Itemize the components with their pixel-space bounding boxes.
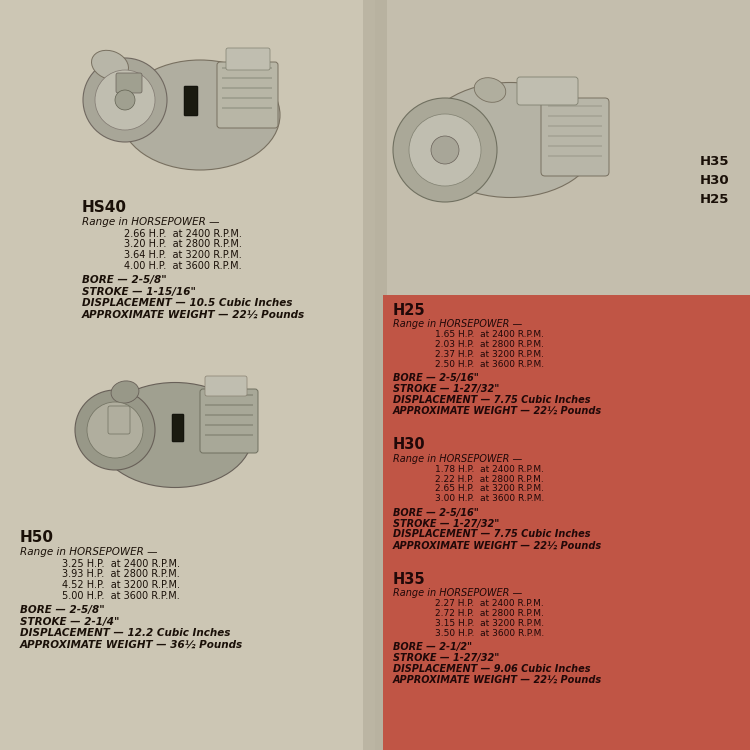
Text: STROKE — 2-1/4": STROKE — 2-1/4" (20, 616, 119, 626)
FancyBboxPatch shape (217, 62, 278, 128)
Text: DISPLACEMENT — 7.75 Cubic Inches: DISPLACEMENT — 7.75 Cubic Inches (393, 395, 590, 405)
Bar (205, 394, 253, 396)
Text: 3.25 H.P.  at 2400 R.P.M.: 3.25 H.P. at 2400 R.P.M. (62, 559, 180, 568)
Text: 3.64 H.P.  at 3200 R.P.M.: 3.64 H.P. at 3200 R.P.M. (124, 250, 242, 260)
Text: 2.50 H.P.  at 3600 R.P.M.: 2.50 H.P. at 3600 R.P.M. (435, 360, 544, 369)
Circle shape (431, 136, 459, 164)
Bar (548, 145, 602, 147)
Text: BORE — 2-1/2": BORE — 2-1/2" (393, 642, 472, 652)
Circle shape (87, 402, 143, 458)
Bar (222, 67, 272, 69)
Circle shape (75, 390, 155, 470)
Bar (0, 0, 375, 750)
Circle shape (409, 114, 481, 186)
Text: 2.66 H.P.  at 2400 R.P.M.: 2.66 H.P. at 2400 R.P.M. (124, 229, 242, 238)
Text: Range in HORSEPOWER —: Range in HORSEPOWER — (20, 547, 158, 557)
FancyBboxPatch shape (226, 48, 270, 70)
Text: STROKE — 1-15/16": STROKE — 1-15/16" (82, 286, 196, 296)
Text: 2.22 H.P.  at 2800 R.P.M.: 2.22 H.P. at 2800 R.P.M. (435, 475, 544, 484)
Text: 3.15 H.P.  at 3200 R.P.M.: 3.15 H.P. at 3200 R.P.M. (435, 619, 544, 628)
Text: 2.27 H.P.  at 2400 R.P.M.: 2.27 H.P. at 2400 R.P.M. (435, 599, 544, 608)
Bar (222, 97, 272, 99)
Ellipse shape (422, 82, 598, 197)
Text: DISPLACEMENT — 9.06 Cubic Inches: DISPLACEMENT — 9.06 Cubic Inches (393, 664, 590, 674)
Text: 5.00 H.P.  at 3600 R.P.M.: 5.00 H.P. at 3600 R.P.M. (62, 591, 180, 601)
Text: H35: H35 (700, 155, 730, 168)
Text: APPROXIMATE WEIGHT — 22½ Pounds: APPROXIMATE WEIGHT — 22½ Pounds (393, 540, 602, 550)
FancyBboxPatch shape (517, 77, 578, 105)
Bar (548, 115, 602, 117)
Bar (548, 105, 602, 107)
Text: DISPLACEMENT — 12.2 Cubic Inches: DISPLACEMENT — 12.2 Cubic Inches (20, 628, 230, 638)
Bar (548, 125, 602, 127)
Text: H50: H50 (20, 530, 54, 545)
Bar (205, 424, 253, 426)
Text: 1.78 H.P.  at 2400 R.P.M.: 1.78 H.P. at 2400 R.P.M. (435, 464, 544, 473)
FancyBboxPatch shape (116, 73, 142, 93)
Ellipse shape (92, 50, 128, 80)
Text: 3.00 H.P.  at 3600 R.P.M.: 3.00 H.P. at 3600 R.P.M. (435, 494, 544, 503)
Text: H30: H30 (393, 437, 426, 452)
Text: Range in HORSEPOWER —: Range in HORSEPOWER — (393, 588, 522, 598)
Ellipse shape (98, 382, 253, 488)
Text: APPROXIMATE WEIGHT — 22½ Pounds: APPROXIMATE WEIGHT — 22½ Pounds (393, 675, 602, 685)
FancyBboxPatch shape (108, 406, 130, 434)
FancyBboxPatch shape (205, 376, 247, 396)
Text: H25: H25 (393, 303, 426, 318)
Bar (205, 404, 253, 406)
Text: BORE — 2-5/8": BORE — 2-5/8" (82, 275, 166, 285)
Text: 2.65 H.P.  at 3200 R.P.M.: 2.65 H.P. at 3200 R.P.M. (435, 484, 544, 494)
Ellipse shape (111, 381, 139, 403)
FancyBboxPatch shape (172, 414, 184, 442)
Text: 4.00 H.P.  at 3600 R.P.M.: 4.00 H.P. at 3600 R.P.M. (124, 261, 242, 271)
Text: H30: H30 (700, 174, 730, 187)
Text: 2.03 H.P.  at 2800 R.P.M.: 2.03 H.P. at 2800 R.P.M. (435, 340, 544, 349)
Bar (205, 414, 253, 416)
Bar (363, 0, 387, 750)
Ellipse shape (120, 60, 280, 170)
Bar (222, 77, 272, 79)
Text: 2.72 H.P.  at 2800 R.P.M.: 2.72 H.P. at 2800 R.P.M. (435, 609, 544, 618)
Text: 3.93 H.P.  at 2800 R.P.M.: 3.93 H.P. at 2800 R.P.M. (62, 569, 180, 580)
Text: 1.65 H.P.  at 2400 R.P.M.: 1.65 H.P. at 2400 R.P.M. (435, 330, 544, 339)
Bar (548, 155, 602, 157)
Text: STROKE — 1-27/32": STROKE — 1-27/32" (393, 518, 500, 529)
Text: Range in HORSEPOWER —: Range in HORSEPOWER — (393, 320, 522, 329)
Circle shape (115, 90, 135, 110)
Text: BORE — 2-5/16": BORE — 2-5/16" (393, 374, 478, 383)
Circle shape (83, 58, 167, 142)
Text: H35: H35 (393, 572, 426, 587)
Bar (222, 87, 272, 89)
Text: H25: H25 (700, 193, 729, 206)
FancyBboxPatch shape (200, 389, 258, 453)
Bar (383, 295, 750, 750)
Text: APPROXIMATE WEIGHT — 22½ Pounds: APPROXIMATE WEIGHT — 22½ Pounds (393, 406, 602, 416)
Bar (205, 434, 253, 436)
Text: BORE — 2-5/16": BORE — 2-5/16" (393, 508, 478, 518)
Ellipse shape (474, 78, 506, 102)
Text: DISPLACEMENT — 10.5 Cubic Inches: DISPLACEMENT — 10.5 Cubic Inches (82, 298, 292, 308)
Text: Range in HORSEPOWER —: Range in HORSEPOWER — (393, 454, 522, 464)
FancyBboxPatch shape (184, 86, 198, 116)
Text: 2.37 H.P.  at 3200 R.P.M.: 2.37 H.P. at 3200 R.P.M. (435, 350, 544, 359)
Circle shape (393, 98, 497, 202)
Text: APPROXIMATE WEIGHT — 36½ Pounds: APPROXIMATE WEIGHT — 36½ Pounds (20, 640, 243, 650)
Bar (222, 107, 272, 109)
Text: DISPLACEMENT — 7.75 Cubic Inches: DISPLACEMENT — 7.75 Cubic Inches (393, 530, 590, 539)
Text: 3.20 H.P.  at 2800 R.P.M.: 3.20 H.P. at 2800 R.P.M. (124, 239, 242, 250)
Text: BORE — 2-5/8": BORE — 2-5/8" (20, 605, 104, 615)
Text: STROKE — 1-27/32": STROKE — 1-27/32" (393, 384, 500, 394)
Text: 4.52 H.P.  at 3200 R.P.M.: 4.52 H.P. at 3200 R.P.M. (62, 580, 180, 590)
FancyBboxPatch shape (541, 98, 609, 176)
Bar (548, 135, 602, 137)
Bar (375, 0, 750, 750)
Circle shape (95, 70, 155, 130)
Text: Range in HORSEPOWER —: Range in HORSEPOWER — (82, 217, 220, 227)
Text: 3.50 H.P.  at 3600 R.P.M.: 3.50 H.P. at 3600 R.P.M. (435, 629, 544, 638)
Text: HS40: HS40 (82, 200, 127, 215)
Text: APPROXIMATE WEIGHT — 22½ Pounds: APPROXIMATE WEIGHT — 22½ Pounds (82, 310, 305, 320)
Text: STROKE — 1-27/32": STROKE — 1-27/32" (393, 653, 500, 663)
